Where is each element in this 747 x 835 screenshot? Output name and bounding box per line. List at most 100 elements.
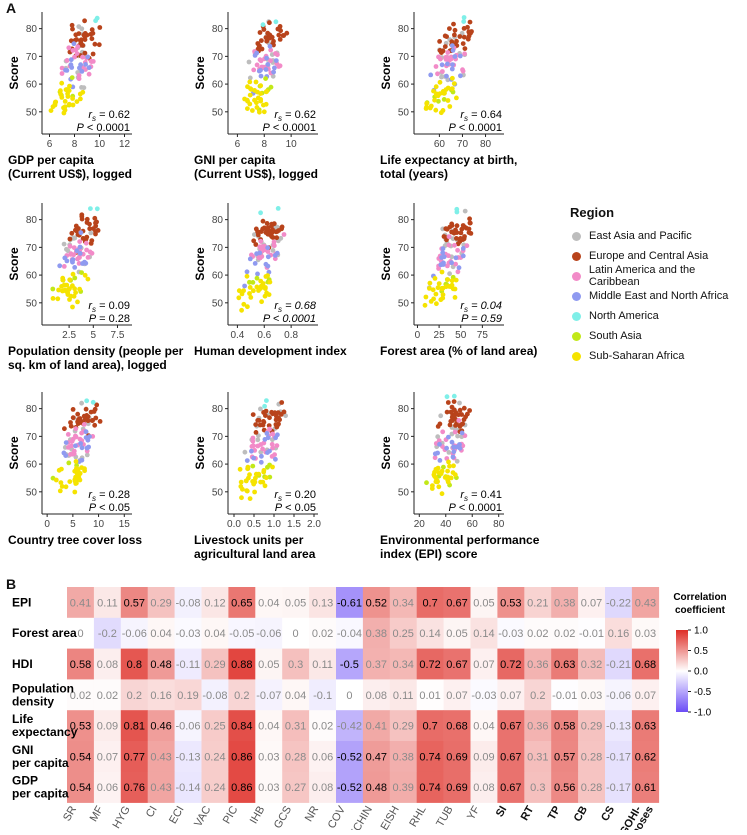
heatmap-value-label: 0.04 (258, 721, 279, 733)
heatmap-cell (228, 710, 256, 742)
data-point (267, 43, 273, 49)
data-point (257, 255, 263, 261)
heatmap-value-label: -0.61 (337, 597, 362, 609)
data-point (245, 464, 251, 470)
data-point (460, 253, 466, 259)
data-point (74, 99, 80, 104)
colorbar (676, 630, 688, 712)
x-axis-label: (Current US$), logged (8, 167, 132, 181)
y-tick-label: 60 (212, 460, 224, 471)
data-point (53, 99, 58, 105)
data-point (436, 470, 442, 475)
heatmap-cell (120, 587, 148, 619)
data-point (449, 278, 455, 284)
data-point (82, 18, 87, 24)
data-point (274, 250, 280, 256)
data-point (267, 20, 272, 26)
x-tick-label: 40 (440, 519, 452, 530)
heatmap-cell (147, 741, 175, 773)
data-point (429, 486, 435, 491)
x-tick-label: 12 (119, 139, 131, 150)
heatmap-cell (578, 741, 606, 773)
data-point (89, 418, 95, 423)
data-point (69, 22, 75, 28)
data-point (85, 437, 91, 443)
data-point (454, 95, 459, 101)
heatmap-value-label: -0.11 (176, 659, 200, 671)
data-point (67, 297, 72, 302)
data-point (464, 243, 470, 249)
legend-swatch (572, 331, 581, 341)
data-point (65, 248, 71, 254)
heatmap-column-label: MF (88, 804, 106, 824)
data-point (67, 479, 73, 484)
x-tick-label: 10 (286, 139, 298, 150)
data-point (445, 479, 451, 485)
data-point (273, 51, 278, 56)
data-point (77, 251, 83, 256)
data-point (273, 422, 279, 427)
data-point (256, 418, 262, 423)
x-tick-label: 1.0 (267, 519, 281, 530)
data-point (87, 226, 93, 232)
heatmap-column-label: NR (303, 804, 321, 824)
data-point (241, 288, 246, 294)
heatmap-cell (255, 617, 283, 649)
data-point (442, 44, 448, 49)
data-point (73, 290, 78, 295)
heatmap-cell (524, 771, 552, 803)
y-tick-label: 50 (212, 298, 224, 309)
heatmap-row-label: per capita (12, 787, 69, 801)
heatmap-cell (389, 741, 417, 773)
data-point (82, 37, 88, 42)
heatmap-cell (362, 679, 391, 711)
heatmap-value-label: 0.21 (527, 597, 548, 609)
data-point (435, 71, 440, 77)
heatmap-value-label: -0.03 (498, 628, 523, 640)
heatmap-value-label: 0.63 (635, 721, 656, 733)
data-point (261, 419, 267, 425)
heatmap-cell (631, 710, 660, 742)
heatmap-value-label: 0.43 (150, 782, 171, 794)
heatmap-cell (416, 741, 444, 773)
data-point (81, 85, 87, 91)
data-point (92, 422, 98, 428)
heatmap-cell (336, 741, 364, 773)
scatter-gdp: 50 60 70 80 6 8 10 12 Score GDP per capita (Curren… (4, 2, 236, 181)
heatmap-column-label: HYG (111, 804, 133, 830)
heatmap-value-label: 0.31 (285, 721, 306, 733)
heatmap-value-label: 0.11 (393, 690, 414, 702)
heatmap-value-label: 0.08 (97, 659, 118, 671)
data-point (451, 449, 457, 455)
heatmap-cell (67, 741, 95, 773)
rs-annotation: rs = 0.20 (274, 489, 316, 503)
x-tick-label: 8 (261, 139, 267, 150)
heatmap-cell (228, 617, 256, 649)
data-point (446, 434, 451, 440)
heatmap-cell (201, 617, 229, 649)
data-point (48, 108, 54, 113)
data-point (254, 284, 260, 290)
data-point (73, 426, 79, 432)
heatmap-value-label: 0.2 (127, 690, 142, 702)
data-point (58, 88, 63, 94)
heatmap-cell (416, 617, 444, 649)
heatmap-value-label: 0.47 (366, 751, 387, 763)
y-tick-label: 50 (398, 298, 410, 309)
heatmap-cell (282, 587, 310, 619)
heatmap-value-label: 0.14 (419, 628, 440, 640)
data-point (85, 255, 91, 260)
data-point (59, 484, 65, 489)
data-point (424, 101, 430, 106)
data-point (261, 102, 266, 108)
heatmap-value-label: -0.06 (606, 690, 631, 702)
data-point (251, 288, 256, 294)
heatmap-value-label: 0.24 (204, 782, 225, 794)
data-point (258, 91, 263, 96)
data-point (68, 252, 74, 257)
data-point (247, 279, 252, 285)
legend-swatch (572, 251, 581, 261)
colorbar-tick-label: 0.0 (694, 667, 708, 678)
data-point (262, 437, 268, 442)
scatter-hdi: 50 60 70 80 0.4 0.6 0.8 Score Human development … (190, 193, 422, 365)
